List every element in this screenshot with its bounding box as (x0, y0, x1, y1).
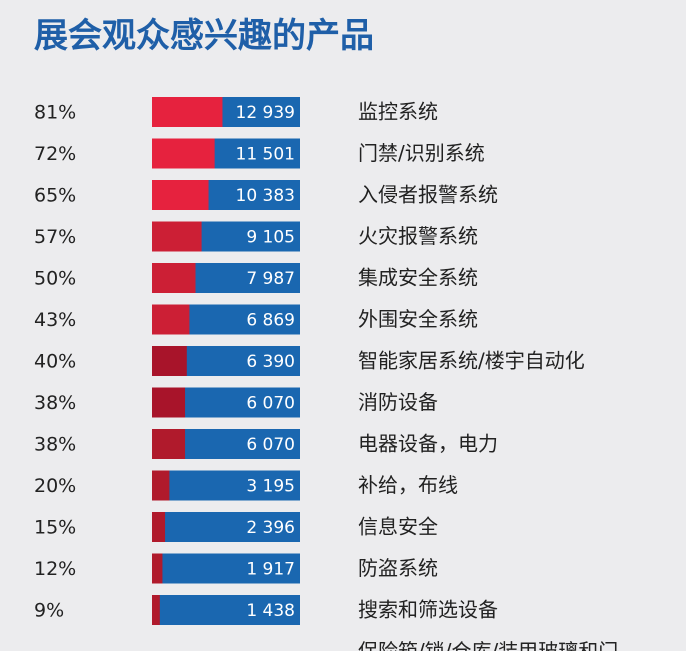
count-label: 1 917 (246, 560, 295, 580)
bar (152, 595, 160, 625)
category-label: 外围安全系统 (358, 307, 478, 331)
category-label: 门禁/识别系统 (358, 141, 485, 165)
value-label: 12% (34, 558, 76, 580)
bar (152, 97, 223, 127)
category-label: 信息安全 (358, 515, 438, 539)
category-label: 防盗系统 (358, 556, 438, 580)
value-label: 9% (34, 600, 64, 622)
bar (152, 512, 166, 542)
count-label: 10 383 (236, 186, 295, 206)
category-label: 消防设备 (358, 390, 438, 414)
count-label: 2 396 (246, 518, 295, 538)
count-label: 12 939 (236, 103, 295, 123)
bar-track (152, 553, 300, 584)
value-label: 65% (34, 185, 76, 207)
value-label: 57% (34, 226, 76, 248)
bar (152, 387, 186, 418)
value-label: 81% (34, 102, 76, 124)
bar (152, 263, 196, 293)
count-label: 3 195 (246, 477, 295, 497)
count-label: 6 390 (246, 352, 295, 372)
count-label: 7 987 (246, 269, 295, 289)
category-label: 智能家居系统/楼宇自动化 (358, 349, 585, 373)
bar-track (152, 470, 300, 501)
category-label: 火灾报警系统 (358, 224, 478, 248)
value-label: 20% (34, 475, 76, 497)
bar (152, 553, 163, 584)
bar-track (152, 512, 300, 542)
category-label: 集成安全系统 (358, 266, 478, 290)
category-label: 入侵者报警系统 (358, 183, 498, 207)
bar (152, 180, 209, 210)
category-label: 保险箱/锁/仓库/装甲玻璃和门 (358, 639, 618, 651)
value-label: 38% (34, 434, 76, 456)
value-label: 43% (34, 309, 76, 331)
value-label: 40% (34, 351, 76, 373)
bar-track (152, 595, 300, 625)
category-label: 监控系统 (358, 100, 438, 124)
count-label: 6 070 (246, 394, 295, 414)
count-label: 9 105 (246, 228, 295, 248)
bar (152, 221, 202, 252)
count-label: 6 070 (246, 435, 295, 455)
count-label: 11 501 (236, 145, 295, 165)
bar (152, 138, 215, 169)
value-label: 38% (34, 392, 76, 414)
bar (152, 429, 186, 459)
count-label: 1 438 (246, 601, 295, 621)
category-label: 电器设备，电力 (358, 432, 498, 456)
bar (152, 346, 187, 376)
value-label: 50% (34, 268, 76, 290)
value-label: 15% (34, 517, 76, 539)
category-label: 补给，布线 (358, 473, 458, 497)
bar (152, 470, 170, 501)
value-label: 72% (34, 143, 76, 165)
chart-title: 展会观众感兴趣的产品 (34, 16, 374, 56)
count-label: 6 869 (246, 311, 295, 331)
bar (152, 304, 190, 335)
category-label: 搜索和筛选设备 (358, 598, 498, 622)
